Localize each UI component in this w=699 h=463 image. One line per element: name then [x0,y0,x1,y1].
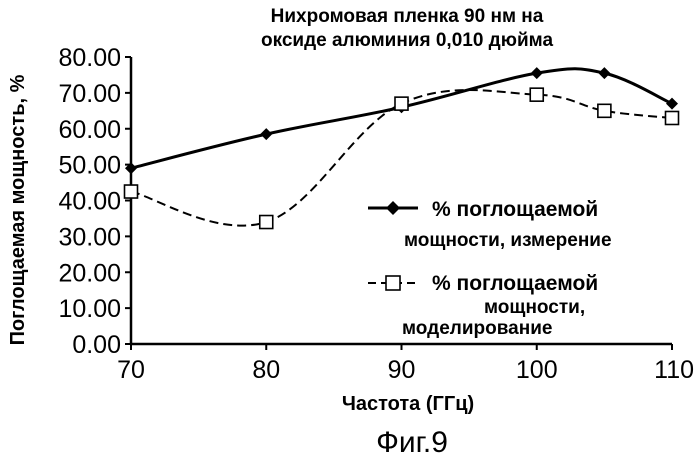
x-tick-label: 80 [252,356,280,384]
y-tick-label: 40.00 [58,188,121,216]
y-tick-labels: 0.00 10.00 20.00 30.00 40.00 50.00 60.00 70.00 8… [58,44,121,359]
y-tick-label: 0.00 [72,331,121,359]
series-line [131,69,672,168]
y-tick-label: 20.00 [58,259,121,287]
legend-label-measurement-line-2: мощности, измерение [404,230,612,251]
x-tick-label: 90 [388,356,416,384]
data-point [395,97,408,110]
legend-item-measurement: % поглощаемой мощности, измерение [368,198,612,251]
x-tick-label: 100 [516,356,558,384]
y-tick-label: 10.00 [58,295,121,323]
y-tick-label: 60.00 [58,116,121,144]
data-point [666,111,679,124]
data-point [125,185,138,198]
data-point [531,67,543,79]
chart-title-line-2: оксиде алюминия 0,010 дюйма [261,30,553,51]
legend: % поглощаемой мощности, измерение % погл… [368,198,612,339]
x-tick-labels: 70 80 90 100 110 [117,356,694,384]
legend-label-simulation-line-2: мощности, [484,297,585,318]
data-point [598,104,611,117]
series-measurement [125,67,678,174]
y-tick-label: 70.00 [58,80,121,108]
data-point [260,216,273,229]
legend-label-simulation-line-3: моделирование [402,318,552,339]
chart-title-line-1: Нихромовая пленка 90 нм на [271,6,544,27]
y-tick-label: 50.00 [58,152,121,180]
x-axis-label: Частота (ГГц) [342,393,474,415]
y-axis-label: Поглощаемая мощность, % [7,74,29,345]
data-point [260,128,272,140]
figure-caption: Фиг.9 [376,426,448,459]
data-point [530,88,543,101]
legend-marker-simulation [386,276,400,290]
data-point [598,67,610,79]
legend-label-simulation-line-1: % поглощаемой [432,272,598,295]
x-tick-label: 70 [117,356,145,384]
y-tick-label: 80.00 [58,44,121,72]
y-tick-label: 30.00 [58,223,121,251]
chart-title: Нихромовая пленка 90 нм на оксиде алюмин… [261,6,553,51]
data-point [666,98,678,110]
x-tick-label: 110 [654,356,694,384]
legend-label-measurement-line-1: % поглощаемой [432,198,598,221]
legend-item-simulation: % поглощаемой мощности, моделирование [368,272,598,339]
legend-marker-measurement [386,201,400,215]
